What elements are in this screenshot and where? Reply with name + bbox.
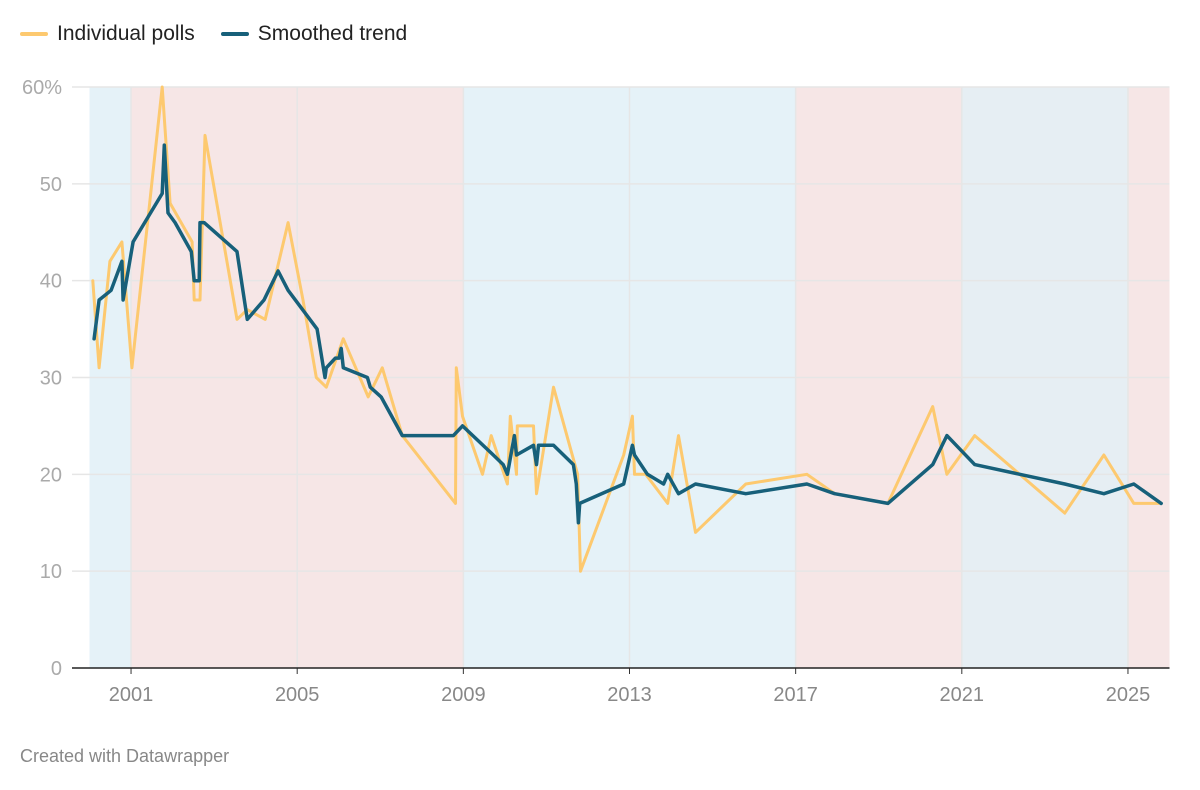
x-tick-label: 2017 — [773, 684, 818, 706]
legend-label-polls: Individual polls — [57, 22, 195, 45]
y-tick-label: 30 — [40, 368, 62, 390]
legend-swatch-trend — [220, 32, 249, 36]
x-tick-label: 2005 — [275, 684, 320, 706]
y-tick-label: 0 — [51, 658, 62, 680]
x-tick-label: 2013 — [607, 684, 652, 706]
x-tick-label: 2021 — [940, 684, 985, 706]
legend-item-polls: Individual polls — [20, 22, 195, 46]
x-tick-label: 2001 — [109, 684, 154, 706]
x-tick-label: 2009 — [441, 684, 486, 706]
y-tick-label: 20 — [40, 464, 62, 486]
y-tick-label: 40 — [40, 271, 62, 293]
legend: Individual polls Smoothed trend — [20, 22, 433, 46]
legend-label-trend: Smoothed trend — [257, 22, 408, 45]
trend-line — [92, 143, 1163, 525]
y-tick-label: 60% — [22, 77, 62, 99]
legend-item-trend: Smoothed trend — [220, 22, 408, 46]
legend-swatch-polls — [20, 32, 48, 36]
x-tick-label: 2025 — [1106, 684, 1151, 706]
y-tick-label: 10 — [40, 561, 62, 583]
y-tick-label: 50 — [40, 174, 62, 196]
footer-credit: Created with Datawrapper — [20, 746, 230, 766]
